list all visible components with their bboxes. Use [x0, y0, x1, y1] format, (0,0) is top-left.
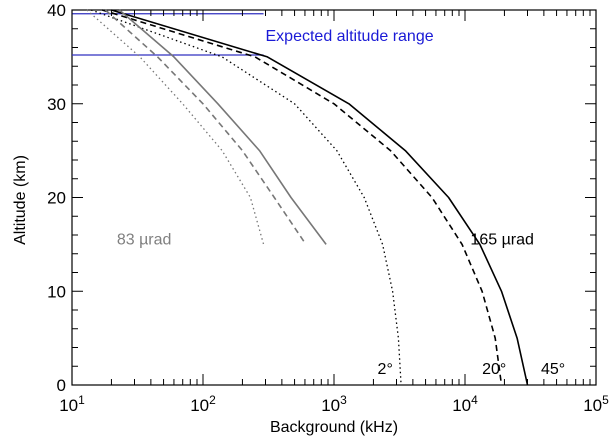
series-line	[104, 9, 307, 245]
x-axis-ticks: 101 102 103 104 105	[59, 10, 609, 415]
plot-area	[71, 9, 597, 386]
annotation-label: 2°	[378, 361, 393, 378]
y-tick-label: 40	[47, 1, 66, 20]
x-tick-label: 102	[190, 393, 216, 415]
y-tick-label: 30	[47, 95, 66, 114]
annotation-label: Expected altitude range	[266, 28, 434, 45]
series-line	[101, 9, 503, 386]
series-line	[90, 9, 402, 386]
y-tick-label: 0	[57, 376, 66, 395]
y-tick-label: 10	[47, 282, 66, 301]
series-line	[111, 9, 529, 386]
x-tick-label: 103	[321, 393, 347, 415]
x-tick-label: 101	[59, 393, 85, 415]
series-line	[118, 9, 327, 245]
y-axis-label: Altitude (km)	[12, 155, 29, 245]
y-tick-label: 20	[47, 189, 66, 208]
x-axis-label: Background (kHz)	[270, 419, 398, 436]
reference-lines	[72, 13, 264, 56]
x-tick-label: 104	[452, 393, 478, 415]
x-tick-label: 105	[583, 393, 609, 415]
plot-frame	[71, 9, 597, 386]
annotations: 83 µrad 165 µrad 2° 20° 45° Expected altitude…	[117, 28, 565, 378]
annotation-label: 20°	[482, 361, 506, 378]
series-line	[86, 9, 265, 245]
series-lines	[86, 9, 529, 386]
y-axis-ticks: 0 10 20 30 40	[47, 1, 596, 395]
annotation-label: 165 µrad	[470, 231, 533, 248]
annotation-label: 45°	[541, 361, 565, 378]
annotation-label: 83 µrad	[117, 231, 172, 248]
